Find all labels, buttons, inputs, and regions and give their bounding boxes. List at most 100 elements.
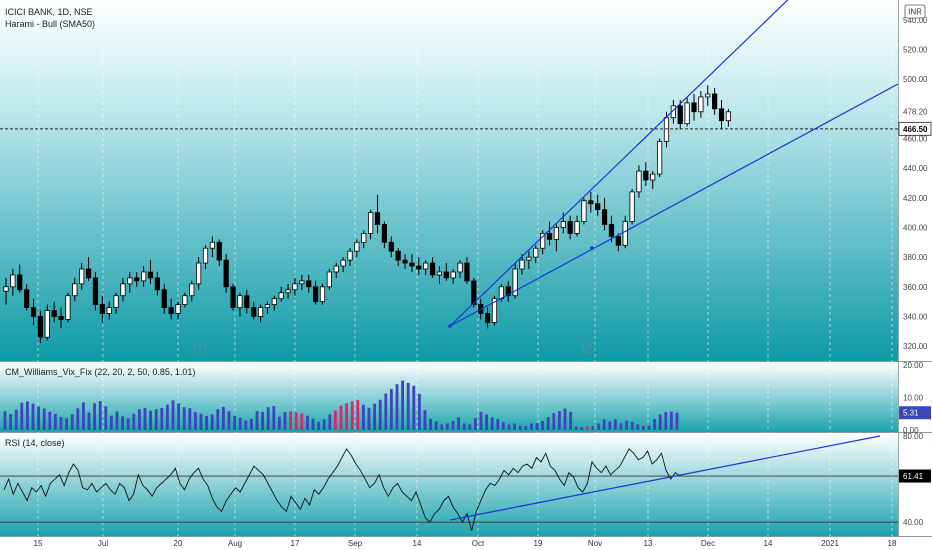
grid-lines bbox=[37, 0, 893, 536]
candle-body bbox=[251, 307, 257, 317]
vix-bar bbox=[110, 415, 113, 430]
vix-bar bbox=[255, 411, 259, 430]
vix-bar bbox=[3, 411, 7, 430]
trendline-price-support-1[interactable] bbox=[449, 0, 798, 327]
vix-title[interactable]: CM_Williams_Vix_Fix (22, 20, 2, 50, 0.85… bbox=[5, 367, 195, 377]
candle-body bbox=[471, 280, 477, 306]
candle-body bbox=[505, 286, 511, 297]
price-tick-label: 400.00 bbox=[903, 223, 928, 232]
candle-body bbox=[10, 274, 16, 288]
vix-bar bbox=[199, 413, 203, 430]
price-candle bbox=[491, 295, 498, 326]
price-candle bbox=[333, 263, 339, 278]
candle-body bbox=[209, 241, 215, 249]
vix-bar bbox=[496, 418, 500, 430]
vix-bar bbox=[670, 411, 673, 430]
vix-bar bbox=[300, 413, 304, 430]
vix-bars: 5.31 bbox=[3, 380, 931, 430]
price-pane-bg bbox=[0, 0, 898, 361]
candle-body bbox=[443, 271, 449, 279]
candle-body bbox=[257, 307, 264, 317]
price-candle bbox=[127, 271, 133, 293]
price-candle bbox=[257, 304, 264, 323]
candle-body bbox=[450, 271, 456, 279]
vix-bar bbox=[502, 422, 505, 430]
candle-body bbox=[216, 241, 222, 261]
vix-bar bbox=[384, 393, 388, 430]
price-candle bbox=[712, 88, 718, 115]
vix-bar bbox=[647, 425, 651, 430]
price-candle bbox=[326, 269, 332, 290]
candle-body bbox=[189, 283, 195, 297]
price-tick-label: 478.20 bbox=[903, 107, 928, 116]
candle-body bbox=[636, 170, 642, 193]
candle-body bbox=[182, 295, 188, 306]
price-candle bbox=[237, 292, 243, 317]
x-tick-label: 14 bbox=[413, 539, 422, 548]
trendline-rsi-support[interactable] bbox=[449, 435, 881, 521]
vix-bar bbox=[306, 415, 309, 430]
vix-bar bbox=[289, 411, 292, 430]
currency-badge[interactable]: INR bbox=[904, 4, 926, 19]
x-tick-label: 17 bbox=[291, 539, 300, 548]
candle-body bbox=[140, 271, 147, 282]
trendline-anchor[interactable] bbox=[590, 246, 594, 250]
rsi-title[interactable]: RSI (14, close) bbox=[5, 438, 65, 448]
vix-bar bbox=[104, 406, 108, 430]
symbol-title[interactable]: ICICI BANK, 1D, NSE bbox=[5, 7, 93, 17]
vix-bar bbox=[636, 424, 640, 430]
x-tick-label: Sep bbox=[348, 539, 363, 548]
trendline-anchor[interactable] bbox=[448, 324, 452, 328]
vix-bar bbox=[283, 412, 287, 430]
price-axis-bg[interactable] bbox=[898, 0, 932, 536]
candle-body bbox=[134, 277, 140, 282]
candle-body bbox=[230, 286, 236, 308]
candle-body bbox=[684, 102, 690, 125]
price-candle bbox=[319, 283, 326, 305]
event-marker-1[interactable] bbox=[193, 340, 207, 354]
price-candle bbox=[395, 248, 401, 267]
price-tick-label: 440.00 bbox=[903, 164, 928, 173]
trendline-price-support-2[interactable] bbox=[449, 83, 899, 327]
price-candle bbox=[10, 269, 16, 296]
candle-body bbox=[567, 221, 573, 234]
study-title[interactable]: Harami - Bull (SMA50) bbox=[5, 19, 95, 29]
candle-body bbox=[622, 221, 628, 246]
candle-body bbox=[643, 170, 649, 181]
last-price-label: 466.50 bbox=[903, 125, 928, 134]
vix-bar bbox=[9, 414, 12, 430]
vix-bar bbox=[334, 410, 337, 430]
rsi-pane-bg bbox=[0, 433, 898, 536]
price-tick-label: 380.00 bbox=[903, 253, 928, 262]
vix-bar bbox=[619, 423, 623, 430]
price-candle bbox=[436, 266, 443, 284]
rsi-tick-label: 80.00 bbox=[903, 432, 924, 441]
vix-bar bbox=[625, 420, 628, 430]
candle-body bbox=[429, 262, 436, 276]
candle-body bbox=[196, 262, 202, 285]
candle-body bbox=[436, 271, 443, 276]
candle-body bbox=[154, 277, 160, 291]
price-candle bbox=[402, 254, 408, 269]
vix-bar bbox=[87, 412, 91, 430]
candle-body bbox=[512, 268, 518, 297]
price-candle bbox=[209, 236, 215, 258]
price-candle bbox=[354, 239, 360, 258]
x-tick-label: 20 bbox=[174, 539, 183, 548]
event-marker-2[interactable] bbox=[582, 340, 596, 354]
vix-bar bbox=[177, 403, 180, 430]
price-candle bbox=[85, 257, 92, 281]
price-candle bbox=[540, 230, 546, 255]
candle-body bbox=[409, 262, 415, 267]
vix-bar bbox=[244, 420, 248, 430]
price-candle bbox=[161, 283, 167, 314]
price-tick-label: 520.00 bbox=[903, 45, 928, 54]
candle-body bbox=[712, 93, 718, 110]
price-candle bbox=[615, 233, 621, 252]
price-candle bbox=[388, 236, 394, 258]
candle-body bbox=[368, 212, 374, 234]
time-axis-bg[interactable] bbox=[0, 536, 932, 550]
vix-bar bbox=[653, 418, 656, 430]
currency-label: INR bbox=[908, 8, 922, 17]
